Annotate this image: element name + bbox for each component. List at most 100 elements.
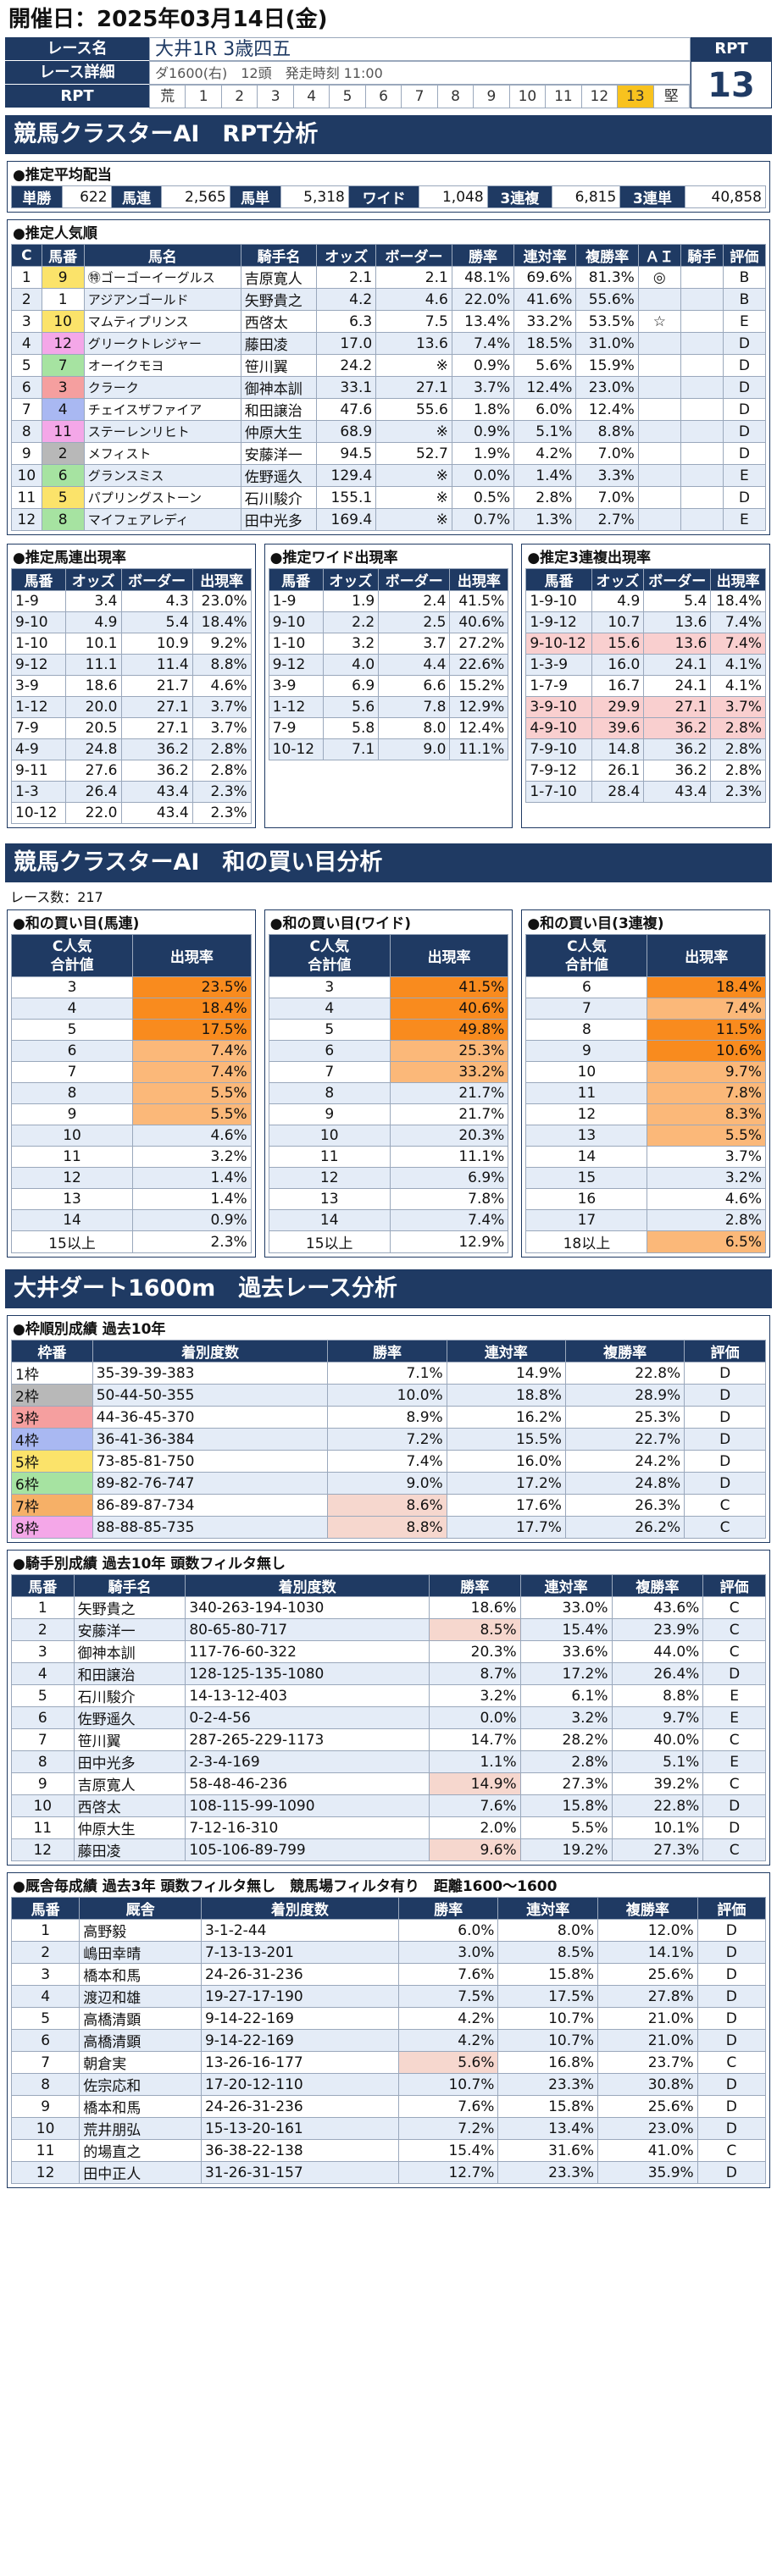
ninki-odds: 47.6	[316, 398, 377, 421]
jockey_stats-header: 騎手名	[73, 1574, 186, 1597]
ninki-header: C	[11, 244, 42, 267]
waku-hyoka: C	[684, 1516, 766, 1539]
ninki-hyoka: D	[722, 354, 767, 377]
wa_umaren-rate: 4.6%	[132, 1125, 252, 1147]
sanrenpuku-row: 4-9-10 39.6 36.2 2.8%	[525, 717, 767, 739]
wa_3renpuku-head1: C人気	[567, 937, 607, 955]
wide-row: 3-9 6.9 6.6 15.2%	[268, 675, 509, 697]
jockey_stats-row: 10 西啓太 108-115-99-1090 7.6% 15.8% 22.8% D	[11, 1794, 766, 1817]
wa_wide-rate: 21.7%	[389, 1082, 509, 1104]
sanrenpuku-cell: 36.2	[643, 717, 712, 739]
wide-table: 馬番 オッズ ボーダー 出現率 1-9 1.9 2.4 41.5% 9-10 2.2 2.5 40.6…	[268, 568, 509, 760]
ninki-win: 48.1%	[451, 266, 515, 289]
ninki-jockey: 西啓太	[240, 310, 318, 333]
rpt-cell: 荒	[150, 86, 186, 108]
jockey-table: 馬番 騎手名 着別度数 勝率 連対率 複勝率 評価 1 矢野貴之 340-263-194-1030…	[11, 1574, 766, 1861]
wa_3renpuku-rate: 7.8%	[647, 1082, 767, 1104]
umaren-row: 1-12 20.0 27.1 3.7%	[11, 696, 252, 718]
ninki-fuku: 3.3%	[575, 464, 639, 487]
chokyo_stats-cell: 13.4%	[497, 2117, 599, 2140]
chokyo_stats-cell: 9-14-22-169	[200, 2007, 399, 2030]
jockey_stats-cell: 3.2%	[428, 1684, 521, 1707]
umaren-cell: 2.3%	[191, 781, 252, 803]
umaren-cell: 9-12	[11, 654, 66, 676]
ninki-kishu	[680, 288, 724, 311]
sanrenpuku-cell: 7-9-12	[525, 760, 592, 782]
waku-row: 4枠 36-41-36-384 7.2% 15.5% 22.7% D	[11, 1428, 766, 1451]
ninki-c: 5	[11, 354, 42, 377]
sanrenpuku-cell: 2.3%	[710, 781, 767, 803]
umaren-cell: 18.4%	[191, 611, 252, 633]
sanrenpuku-cell: 7.4%	[710, 633, 767, 655]
jockey_stats-row: 4 和田譲治 128-125-135-1080 8.7% 17.2% 26.4% D	[11, 1662, 766, 1685]
waku-ren: 18.8%	[446, 1384, 566, 1407]
wa_3renpuku-rate: 10.6%	[647, 1040, 767, 1062]
jockey_stats-cell: C	[702, 1618, 766, 1641]
chokyo_stats-row: 10 荒井朋弘 15-13-20-161 7.2% 13.4% 23.0% D	[10, 2117, 767, 2140]
waku-win: 8.6%	[327, 1494, 447, 1517]
chokyo_stats-cell: 12.7%	[397, 2161, 499, 2184]
ninki-umaban: 1	[41, 288, 85, 311]
jockey_stats-cell: 14.7%	[428, 1728, 521, 1751]
rpt-scale: 荒 1 2 3 4 5 6 7 8 9 10 11 12 13 堅	[149, 85, 691, 108]
wa_umaren-rate: 7.4%	[132, 1061, 252, 1083]
wa_wide-rate: 20.3%	[389, 1125, 509, 1147]
chokyo_stats-cell: 14.1%	[597, 1941, 698, 1964]
wa_umaren-row: 6 7.4%	[10, 1040, 252, 1062]
ninki-hyoka: E	[722, 464, 767, 487]
ninki-odds: 2.1	[316, 266, 377, 289]
ninki-odds: 94.5	[316, 442, 377, 465]
waku-win: 8.8%	[327, 1516, 447, 1539]
waku-hyoka: C	[684, 1494, 766, 1517]
chokyo_stats-cell: D	[697, 1919, 767, 1942]
umaren-header: オッズ	[64, 568, 122, 591]
kaisai-date: 開催日：2025年03月14日(金)	[8, 7, 328, 32]
waku-label: 3枠	[11, 1406, 93, 1429]
waku-fuku: 25.3%	[564, 1406, 685, 1429]
chokyo_stats-cell: 高橋清顕	[79, 2029, 202, 2052]
jockey_stats-cell: 2	[11, 1618, 75, 1641]
sanrenpuku-cell: 1-9-10	[525, 590, 592, 612]
wa_umaren-head2: 合計値	[50, 956, 94, 974]
horse-name: ゴーゴーイーグルス	[100, 270, 215, 285]
chokyo_stats-cell: 16.8%	[497, 2051, 599, 2074]
waku-header: 評価	[684, 1340, 766, 1363]
jockey_stats-row: 3 御神本訓 117-76-60-322 20.3% 33.6% 44.0% C	[11, 1640, 766, 1663]
waku-label: 8枠	[11, 1516, 93, 1539]
ninki-border: 4.6	[375, 288, 452, 311]
ninki-ai	[637, 398, 681, 421]
jockey_stats-cell: 44.0%	[611, 1640, 704, 1663]
wa_umaren-rate: 5.5%	[132, 1082, 252, 1104]
wa_umaren-sum: 6	[10, 1040, 134, 1062]
jockey_stats-cell: D	[702, 1794, 766, 1817]
wide-cell: 9-10	[268, 611, 324, 633]
ninki-jockey: 仲原大生	[240, 420, 318, 443]
ninki-win: 0.9%	[451, 354, 515, 377]
wa_umaren-rate: 18.4%	[132, 998, 252, 1020]
wa_umaren-sum: 5	[10, 1019, 134, 1041]
wa_wide-row: 13 7.8%	[268, 1188, 509, 1210]
ninki-kishu	[680, 486, 724, 509]
ninki-row: 6 3 クラーク 御神本訓 33.1 27.1 3.7% 12.4% 23.0% D	[11, 376, 767, 399]
wa_wide-rate: 40.6%	[389, 998, 509, 1020]
sanrenpuku-cell: 10.7	[591, 611, 645, 633]
chokyo_stats-cell: 8	[10, 2073, 80, 2096]
chokyo_stats-cell: 12	[10, 2161, 80, 2184]
umaren-cell: 2.8%	[191, 738, 252, 760]
umaren-cell: 43.4	[120, 781, 193, 803]
chokyo_stats-cell: 15-13-20-161	[200, 2117, 399, 2140]
waku-dosu: 36-41-36-384	[92, 1428, 329, 1451]
ninki-ren: 1.4%	[513, 464, 577, 487]
jockey_stats-cell: 安藤洋一	[73, 1618, 186, 1641]
wa_wide-sum: 11	[268, 1146, 391, 1168]
wa-3renpuku-title: ●和の買い目(3連複)	[527, 915, 664, 932]
chokyo_stats-cell: 的場直之	[79, 2139, 202, 2162]
sanrenpuku-cell: 13.6	[643, 633, 712, 655]
sanrenpuku-cell: 13.6	[643, 611, 712, 633]
waku-fuku: 22.8%	[564, 1362, 685, 1385]
race-count: レース数：217	[10, 889, 103, 905]
ninki-ai: ◎	[637, 266, 681, 289]
chokyo_stats-header: 勝率	[397, 1897, 499, 1920]
race-detail-label: レース詳細	[5, 61, 149, 85]
sanrenpuku-cell: 7.4%	[710, 611, 767, 633]
